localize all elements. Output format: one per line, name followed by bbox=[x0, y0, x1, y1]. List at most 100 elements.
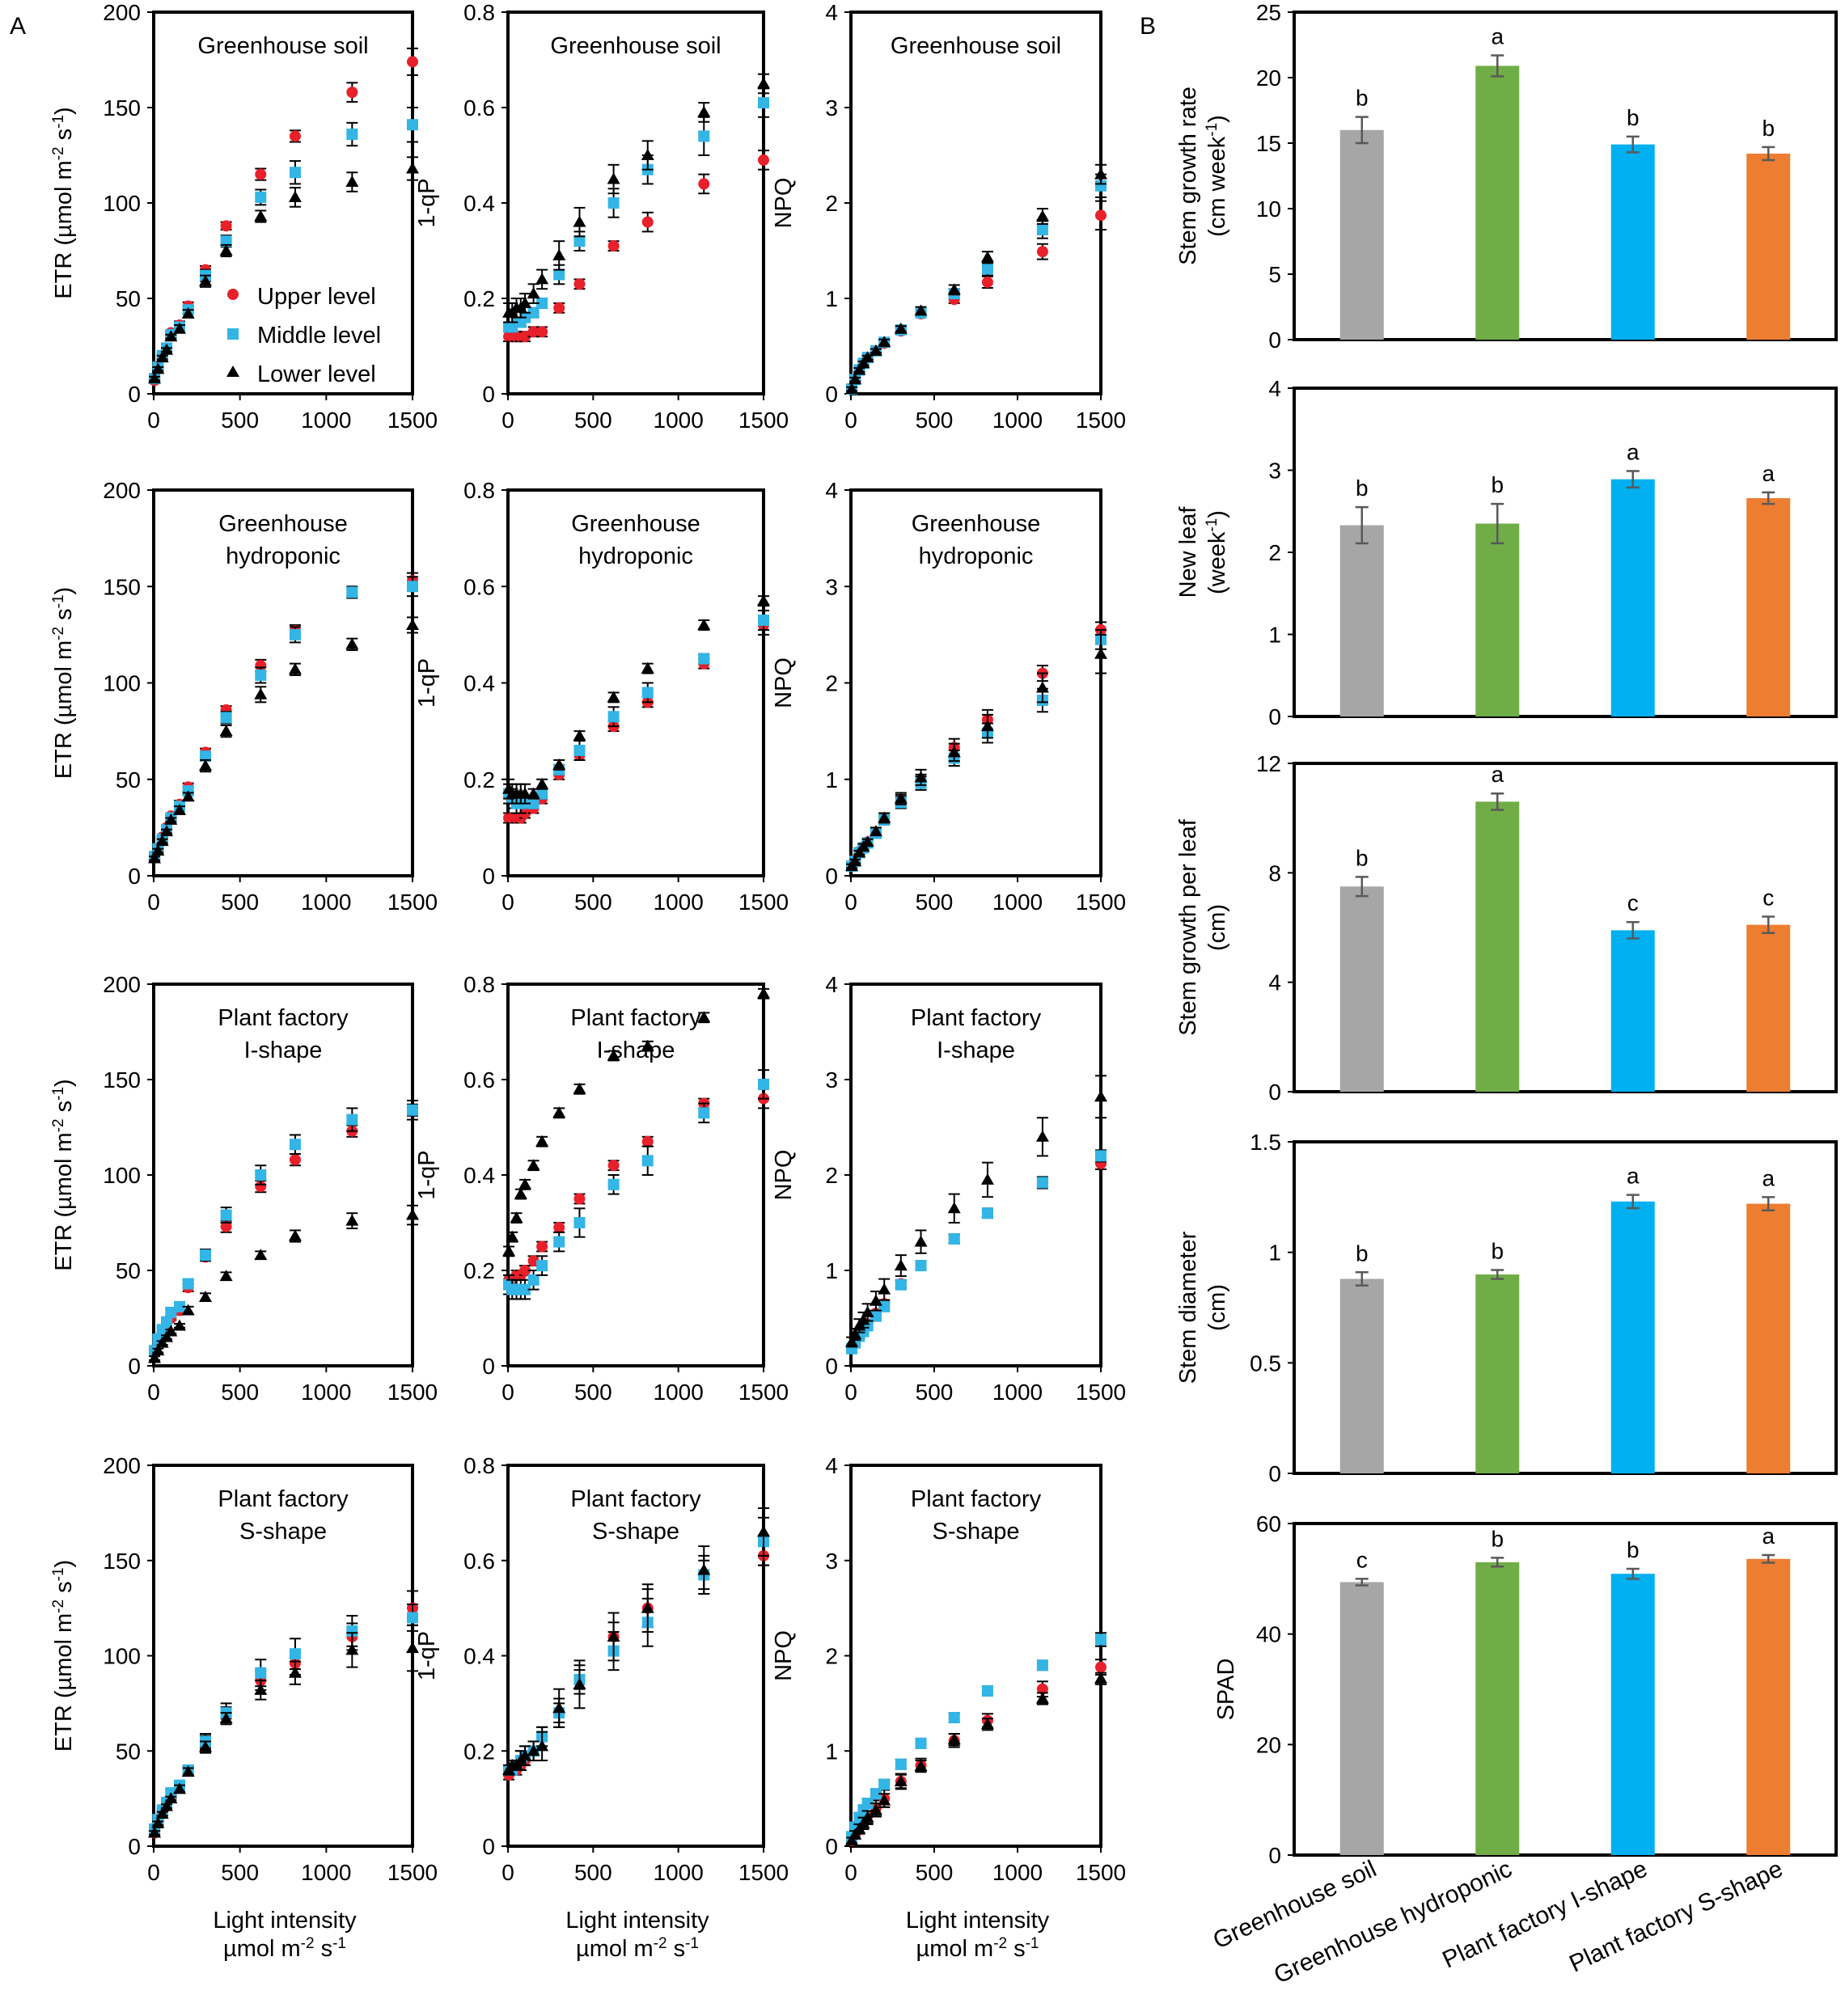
y-tick-label: 0 bbox=[1268, 1080, 1281, 1105]
data-point bbox=[527, 287, 540, 299]
scatter-npq-pfi: 0 1 2 3 4 0 500 1000 1500 Plant factory I-shape NPQ bbox=[771, 972, 1126, 1405]
y-tick-label: 0.2 bbox=[463, 767, 495, 792]
data-point bbox=[219, 1270, 233, 1282]
data-point bbox=[527, 797, 540, 809]
x-axis-title: Light intensity bbox=[906, 1908, 1050, 1934]
y-tick-label: 0.6 bbox=[463, 95, 495, 120]
bar bbox=[1610, 479, 1655, 716]
panel-title: hydroponic bbox=[919, 543, 1034, 569]
data-point bbox=[641, 661, 654, 674]
data-point bbox=[527, 787, 540, 799]
y-tick-label: 4 bbox=[1268, 376, 1281, 401]
data-point bbox=[288, 662, 302, 674]
data-point bbox=[607, 691, 620, 703]
data-point bbox=[173, 1319, 186, 1331]
data-point bbox=[573, 1193, 586, 1205]
panel-title: Greenhouse bbox=[571, 511, 700, 537]
data-point bbox=[518, 787, 532, 799]
x-tick-label: 1000 bbox=[654, 890, 704, 915]
data-point bbox=[173, 322, 186, 334]
x-tick-label: 1500 bbox=[1076, 408, 1126, 433]
significance-letter: a bbox=[1762, 461, 1775, 486]
y-axis-title: NPQ bbox=[771, 1150, 797, 1201]
y-axis-title: NPQ bbox=[771, 1630, 797, 1681]
data-point bbox=[857, 1816, 870, 1828]
y-tick-label: 0.8 bbox=[463, 1453, 495, 1478]
data-point bbox=[151, 362, 165, 374]
data-point bbox=[155, 835, 169, 847]
data-point bbox=[164, 1792, 178, 1804]
data-point bbox=[697, 1011, 711, 1023]
x-axis-unit: µmol m-2 s-1 bbox=[916, 1935, 1039, 1963]
data-point bbox=[573, 235, 586, 247]
data-point bbox=[870, 1788, 882, 1800]
data-point bbox=[641, 216, 654, 228]
data-point bbox=[1036, 1177, 1048, 1189]
data-point bbox=[948, 1712, 960, 1724]
data-point bbox=[536, 788, 548, 800]
y-tick-label: 0 bbox=[825, 864, 838, 889]
series-middle-level bbox=[503, 1069, 769, 1300]
x-tick-label: 1000 bbox=[301, 1380, 351, 1405]
data-point bbox=[1094, 1090, 1107, 1102]
y-axis-title: (week-1) bbox=[1204, 510, 1231, 594]
y-tick-label: 150 bbox=[103, 1549, 141, 1574]
data-point bbox=[607, 197, 620, 209]
y-tick-label: 2 bbox=[825, 191, 838, 216]
y-tick-label: 2 bbox=[825, 1163, 838, 1188]
significance-letter: c bbox=[1356, 1547, 1368, 1572]
data-point bbox=[288, 190, 302, 202]
data-point bbox=[1035, 1130, 1049, 1142]
data-point bbox=[200, 1249, 211, 1262]
plot-frame bbox=[1293, 1140, 1838, 1475]
y-axis-title: 1-qP bbox=[414, 1631, 440, 1680]
data-point bbox=[1036, 1683, 1048, 1695]
data-point bbox=[164, 1325, 178, 1337]
data-point bbox=[255, 168, 267, 180]
y-tick-label: 50 bbox=[116, 767, 141, 792]
series-lower-level bbox=[148, 616, 419, 864]
data-point bbox=[915, 1260, 927, 1272]
series-lower-level bbox=[845, 1672, 1107, 1845]
x-tick-label: 1500 bbox=[738, 408, 789, 433]
data-point bbox=[878, 1794, 891, 1806]
x-tick-label: 0 bbox=[147, 1380, 160, 1405]
y-tick-label: 0 bbox=[128, 864, 141, 889]
data-point bbox=[573, 1677, 586, 1689]
data-point bbox=[346, 586, 358, 598]
x-tick-label: 1500 bbox=[738, 1860, 789, 1885]
data-point bbox=[845, 382, 859, 395]
x-tick-label: 1500 bbox=[387, 1860, 438, 1885]
data-point bbox=[861, 835, 874, 847]
y-tick-label: 4 bbox=[825, 1453, 838, 1478]
data-point bbox=[345, 637, 359, 649]
data-point bbox=[535, 777, 549, 789]
data-point bbox=[757, 1525, 770, 1537]
data-point bbox=[853, 363, 866, 375]
data-point bbox=[914, 304, 928, 316]
legend-label-upper: Upper level bbox=[257, 284, 376, 310]
data-point bbox=[607, 240, 620, 252]
data-point bbox=[1036, 246, 1048, 258]
legend-label-lower: Lower level bbox=[257, 361, 376, 387]
data-point bbox=[255, 1667, 267, 1679]
data-point bbox=[407, 119, 418, 131]
data-point bbox=[845, 1335, 859, 1347]
data-point bbox=[1036, 224, 1048, 236]
data-point bbox=[255, 1181, 267, 1193]
data-point bbox=[1095, 1150, 1107, 1162]
y-tick-label: 0.4 bbox=[463, 191, 495, 216]
bar bbox=[1746, 498, 1791, 716]
y-tick-label: 20 bbox=[1256, 1732, 1281, 1757]
y-tick-label: 0.6 bbox=[463, 574, 495, 599]
data-point bbox=[148, 1351, 162, 1363]
data-point bbox=[255, 1169, 267, 1181]
data-point bbox=[698, 653, 710, 665]
data-point bbox=[181, 790, 195, 802]
data-point bbox=[219, 244, 233, 256]
panel-title: Plant factory bbox=[911, 1486, 1042, 1512]
data-point bbox=[164, 813, 178, 825]
data-point bbox=[289, 1648, 301, 1660]
